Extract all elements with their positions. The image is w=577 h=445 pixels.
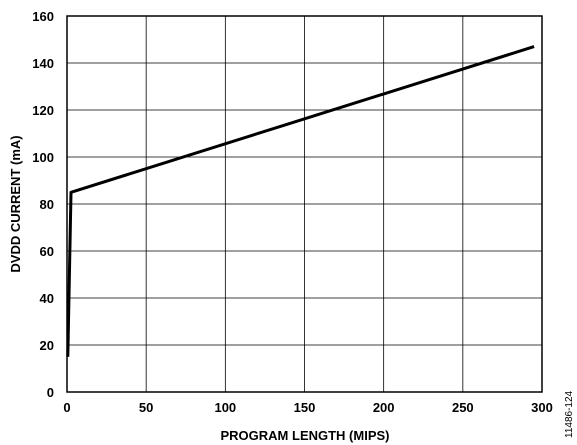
plot-frame bbox=[66, 15, 543, 393]
x-tick-label: 100 bbox=[214, 400, 236, 415]
y-tick-label: 120 bbox=[32, 103, 54, 118]
series-group bbox=[66, 45, 535, 357]
x-tick-label: 50 bbox=[139, 400, 153, 415]
series-line bbox=[66, 45, 535, 357]
x-tick-label: 300 bbox=[531, 400, 553, 415]
x-axis-title: PROGRAM LENGTH (MIPS) bbox=[221, 428, 390, 443]
figure-id: 11486-124 bbox=[564, 390, 575, 438]
y-axis-ticks: 0 20 40 60 80 100 120 140 160 bbox=[32, 9, 54, 400]
x-tick-label: 250 bbox=[452, 400, 474, 415]
y-tick-label: 140 bbox=[32, 56, 54, 71]
y-tick-label: 80 bbox=[40, 197, 54, 212]
x-tick-label: 0 bbox=[63, 400, 70, 415]
y-tick-label: 40 bbox=[40, 291, 54, 306]
y-tick-label: 60 bbox=[40, 244, 54, 259]
y-tick-label: 20 bbox=[40, 338, 54, 353]
x-tick-label: 200 bbox=[373, 400, 395, 415]
grid bbox=[67, 16, 542, 392]
x-tick-label: 150 bbox=[294, 400, 316, 415]
y-tick-label: 100 bbox=[32, 150, 54, 165]
x-axis-ticks: 0 50 100 150 200 250 300 bbox=[63, 400, 552, 415]
y-axis-title: DVDD CURRENT (mA) bbox=[8, 135, 23, 272]
y-tick-label: 160 bbox=[32, 9, 54, 24]
y-tick-label: 0 bbox=[47, 385, 54, 400]
